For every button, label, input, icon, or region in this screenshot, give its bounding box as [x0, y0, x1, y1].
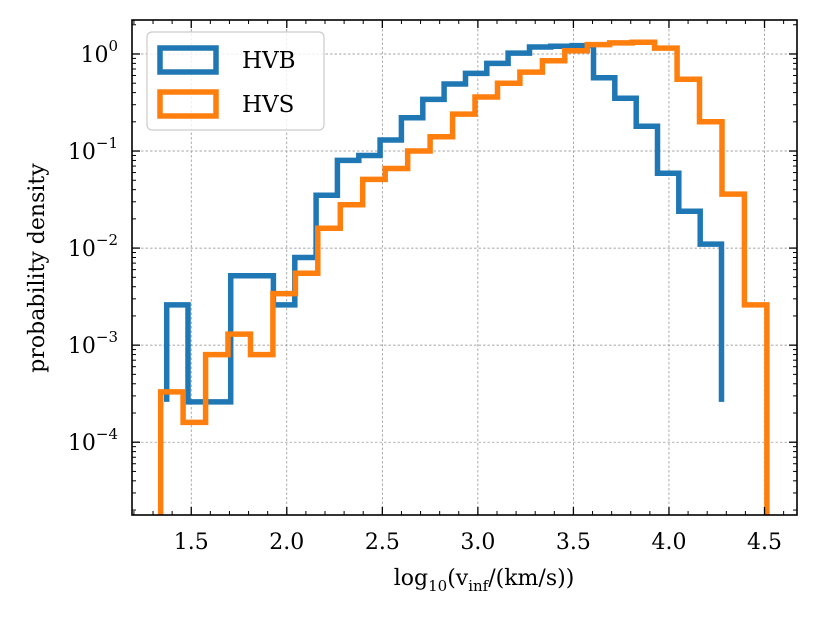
legend-swatch-hvs — [157, 89, 219, 119]
y-tick-label: 10−3 — [68, 328, 118, 359]
y-tick-exponent: −1 — [96, 134, 118, 152]
legend-box — [146, 31, 325, 131]
legend-label-hvb: HVB — [242, 48, 296, 74]
y-tick-exponent: −4 — [96, 425, 118, 443]
histogram-step-hvb — [163, 42, 725, 405]
y-tick-label: 100 — [80, 37, 118, 68]
y-tick-base: 10 — [68, 140, 96, 165]
y-tick-base: 10 — [68, 431, 96, 456]
x-tick-label: 4.5 — [747, 530, 782, 555]
y-tick-base: 10 — [80, 43, 108, 68]
y-tick-label: 10−4 — [68, 425, 118, 456]
x-axis-label: log10(vinf/(km/s)) — [394, 566, 575, 595]
y-tick-base: 10 — [68, 334, 96, 359]
legend-swatch-hvb — [157, 45, 219, 75]
x-tick-label: 2.0 — [269, 530, 304, 555]
y-tick-exponent: 0 — [108, 37, 118, 55]
legend: HVB HVS — [146, 31, 325, 131]
y-tick-exponent: −2 — [96, 231, 118, 249]
y-tick-label: 10−2 — [68, 231, 118, 262]
y-tick-base: 10 — [68, 237, 96, 262]
data-series — [157, 39, 770, 515]
grid — [132, 20, 797, 515]
x-tick-label: 3.0 — [460, 530, 495, 555]
y-axis-label: probability density — [25, 163, 50, 373]
y-tick-exponent: −3 — [96, 328, 118, 346]
x-tick-label: 1.5 — [174, 530, 209, 555]
x-tick-label: 2.5 — [365, 530, 400, 555]
y-tick-label: 10−1 — [68, 134, 118, 165]
x-axis: 1.5 2.0 2.5 3.0 3.5 4.0 4.5 — [133, 20, 785, 555]
series-hvb — [163, 42, 725, 405]
x-tick-label: 3.5 — [556, 530, 591, 555]
histogram-step-hvs — [157, 39, 770, 515]
plot-frame — [131, 19, 798, 516]
x-tick-label: 4.0 — [651, 530, 686, 555]
series-hvs — [157, 39, 770, 515]
legend-label-hvs: HVS — [242, 92, 294, 118]
